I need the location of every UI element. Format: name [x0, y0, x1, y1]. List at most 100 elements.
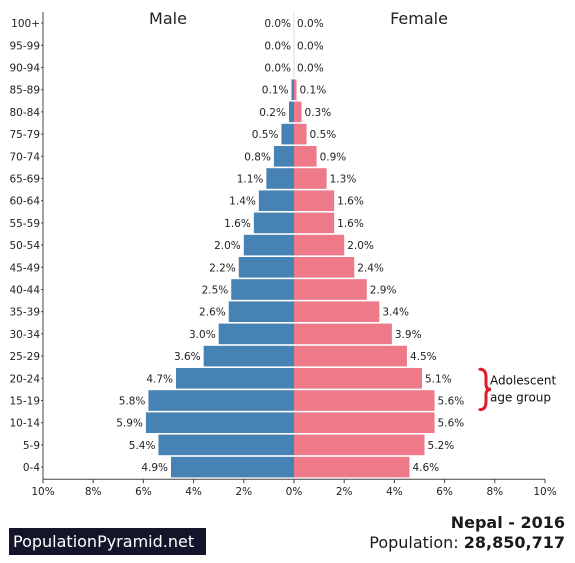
brand-logo[interactable]: PopulationPyramid.net [9, 528, 206, 555]
age-label-10-14: 10-14 [9, 418, 40, 430]
bar-male-25-29 [203, 345, 294, 367]
age-label-45-49: 45-49 [9, 262, 40, 274]
male-value-10-14: 5.9% [116, 418, 143, 430]
age-label-15-19: 15-19 [9, 396, 40, 408]
bar-male-55-59 [253, 212, 294, 234]
female-value-40-44: 2.9% [370, 285, 397, 297]
male-value-90-94: 0.0% [264, 63, 291, 75]
male-value-55-59: 1.6% [224, 218, 251, 230]
male-value-70-74: 0.8% [244, 151, 271, 163]
male-value-30-34: 3.0% [189, 329, 216, 341]
annotation-brace [478, 367, 492, 412]
country-year: Nepal - 2016 [450, 513, 565, 532]
age-label-100+: 100+ [11, 18, 40, 30]
male-value-35-39: 2.6% [199, 307, 226, 319]
x-tick-label-3: 4% [185, 486, 202, 498]
bar-female-80-84 [294, 101, 302, 123]
male-value-65-69: 1.1% [237, 174, 264, 186]
male-value-75-79: 0.5% [252, 129, 279, 141]
x-tick-label-7: 4% [386, 486, 403, 498]
female-value-10-14: 5.6% [438, 418, 465, 430]
age-label-20-24: 20-24 [9, 373, 40, 385]
x-tick-label-5: 0% [286, 486, 303, 498]
female-value-45-49: 2.4% [357, 262, 384, 274]
age-label-70-74: 70-74 [9, 151, 40, 163]
bar-female-35-39 [294, 301, 380, 322]
male-value-5-9: 5.4% [129, 440, 156, 452]
annotation-text-1: Adolescent [490, 373, 557, 387]
male-value-15-19: 5.8% [119, 396, 146, 408]
female-value-0-4: 4.6% [412, 462, 439, 474]
age-label-0-4: 0-4 [23, 462, 40, 474]
x-tick-label-2: 6% [135, 486, 152, 498]
female-value-55-59: 1.6% [337, 218, 364, 230]
bar-female-15-19 [294, 390, 435, 411]
male-value-85-89: 0.1% [262, 85, 289, 97]
female-value-35-39: 3.4% [382, 307, 409, 319]
bar-female-25-29 [294, 345, 407, 367]
bar-male-85-89 [291, 79, 294, 100]
age-label-80-84: 80-84 [9, 107, 40, 119]
age-label-40-44: 40-44 [9, 285, 40, 297]
bar-female-0-4 [294, 456, 410, 478]
bar-female-65-69 [294, 168, 327, 189]
female-value-60-64: 1.6% [337, 196, 364, 208]
bar-male-5-9 [158, 434, 294, 456]
bar-male-75-79 [281, 123, 294, 145]
male-value-95-99: 0.0% [264, 40, 291, 52]
x-tick-label-9: 8% [486, 486, 503, 498]
male-value-50-54: 2.0% [214, 240, 241, 252]
bar-female-45-49 [294, 257, 355, 278]
bar-female-55-59 [294, 212, 335, 234]
bar-male-80-84 [288, 101, 294, 123]
age-label-75-79: 75-79 [9, 129, 40, 141]
bar-male-30-34 [218, 323, 294, 345]
bar-male-45-49 [238, 257, 294, 278]
bar-female-40-44 [294, 279, 367, 300]
annotation-text-2: age group [490, 390, 551, 404]
female-value-50-54: 2.0% [347, 240, 374, 252]
bar-female-5-9 [294, 434, 425, 456]
x-tick-label-4: 2% [235, 486, 252, 498]
bar-male-60-64 [258, 190, 294, 211]
population-pyramid-chart: Male Female 100+ 0.0% 0.0% 95-99 0.0% 0.0% 90-94… [9, 9, 557, 498]
bar-female-70-74 [294, 146, 317, 167]
population-value: 28,850,717 [463, 533, 565, 552]
population-line: Population: 28,850,717 [369, 533, 565, 552]
bar-female-50-54 [294, 234, 345, 256]
bar-male-65-69 [266, 168, 294, 189]
female-value-85-89: 0.1% [300, 85, 327, 97]
bar-female-85-89 [294, 79, 297, 100]
male-value-20-24: 4.7% [146, 373, 173, 385]
x-tick-label-10: 10% [533, 486, 556, 498]
age-label-50-54: 50-54 [9, 240, 40, 252]
male-value-100+: 0.0% [264, 18, 291, 30]
female-value-15-19: 5.6% [438, 396, 465, 408]
x-tick-label-6: 2% [336, 486, 353, 498]
male-value-60-64: 1.4% [229, 196, 256, 208]
bar-male-15-19 [148, 390, 294, 411]
age-label-90-94: 90-94 [9, 63, 40, 75]
female-value-75-79: 0.5% [310, 129, 337, 141]
age-label-30-34: 30-34 [9, 329, 40, 341]
x-tick-label-1: 8% [85, 486, 102, 498]
x-tick-label-0: 10% [31, 486, 54, 498]
male-value-80-84: 0.2% [259, 107, 286, 119]
bar-female-20-24 [294, 368, 423, 389]
female-value-65-69: 1.3% [330, 174, 357, 186]
bar-male-20-24 [176, 368, 294, 389]
female-value-100+: 0.0% [297, 18, 324, 30]
age-label-65-69: 65-69 [9, 174, 40, 186]
male-value-40-44: 2.5% [202, 285, 229, 297]
x-tick-label-8: 6% [436, 486, 453, 498]
female-value-80-84: 0.3% [305, 107, 332, 119]
bar-male-0-4 [171, 456, 294, 478]
bar-male-50-54 [243, 234, 294, 256]
male-value-0-4: 4.9% [141, 462, 168, 474]
female-value-70-74: 0.9% [320, 151, 347, 163]
bar-male-10-14 [145, 412, 294, 433]
age-label-95-99: 95-99 [9, 40, 40, 52]
age-label-25-29: 25-29 [9, 351, 40, 363]
female-value-20-24: 5.1% [425, 373, 452, 385]
age-label-55-59: 55-59 [9, 218, 40, 230]
